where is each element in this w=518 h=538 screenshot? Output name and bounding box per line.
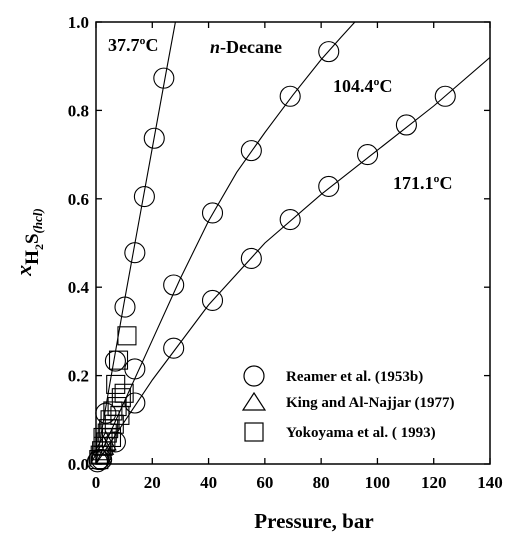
svg-text:xH2S(hcl): xH2S(hcl) <box>11 208 46 277</box>
y-tick-label: 0.8 <box>68 101 89 120</box>
data-point-square <box>101 427 122 448</box>
data-point-circle <box>240 247 262 270</box>
data-point-square <box>108 350 129 370</box>
data-point-circle <box>124 392 146 414</box>
legend-square-marker <box>244 422 264 442</box>
data-point-square <box>111 388 131 408</box>
data-point-circle <box>318 175 340 197</box>
data-point-square <box>114 383 134 403</box>
curve-label-104: 104.4ºC <box>333 76 392 96</box>
ticks: 0 20 40 60 80 100 120 140 0.0 0.2 0.4 0.6 0.8 1.0 <box>68 13 503 492</box>
axes <box>95 21 491 465</box>
x-axis-title: Pressure, bar <box>254 509 373 533</box>
fit-curve-2 <box>96 22 356 464</box>
x-tick-label: 140 <box>477 473 503 492</box>
legend-label-yokoyama: Yokoyama et al. ( 1993) <box>286 425 436 441</box>
data-point-triangle <box>94 430 117 451</box>
data-point-circle <box>279 85 301 107</box>
legend-label-king: King and Al-Najjar (1977) <box>286 395 454 411</box>
data-markers <box>86 41 456 473</box>
data-point-circle <box>163 274 185 296</box>
fit-curve-3 <box>96 56 490 464</box>
curve-label-37: 37.7ºC <box>108 35 158 55</box>
data-point-circle <box>201 202 224 224</box>
data-point-circle <box>124 242 146 264</box>
data-point-circle <box>163 337 185 359</box>
x-tick-label: 60 <box>256 473 273 492</box>
data-point-square <box>103 401 123 421</box>
data-point-circle <box>153 67 175 89</box>
legend-triangle-marker <box>241 391 267 411</box>
fit-curve-1 <box>96 22 176 464</box>
y-tick-label: 1.0 <box>68 13 89 32</box>
y-axis-phase: (hcl) <box>30 208 45 233</box>
data-point-square <box>117 326 137 346</box>
curve-label-171: 171.1ºC <box>393 173 452 193</box>
annotation-n-decane: n-Decane <box>210 37 282 57</box>
data-point-circle <box>201 289 224 312</box>
y-axis-species: H <box>22 250 43 265</box>
plot-frame <box>95 21 491 465</box>
legend-circle-marker <box>243 365 265 387</box>
y-axis-var: x <box>11 265 36 277</box>
y-axis-sub: 2 <box>32 244 46 250</box>
y-axis-title: xH2S(hcl) <box>11 208 46 277</box>
data-point-circle <box>143 127 165 149</box>
data-point-circle <box>133 186 155 208</box>
x-tick-label: 100 <box>365 473 391 492</box>
x-tick-label: 20 <box>144 473 161 492</box>
y-tick-label: 0.0 <box>68 455 89 474</box>
x-tick-label: 40 <box>200 473 217 492</box>
data-point-circle <box>395 114 417 136</box>
data-point-circle <box>434 85 456 107</box>
y-tick-label: 0.6 <box>68 190 89 209</box>
data-point-circle <box>114 296 136 318</box>
x-tick-label: 0 <box>92 473 101 492</box>
y-axis-tail: S <box>22 233 43 244</box>
y-tick-label: 0.2 <box>68 367 89 386</box>
data-point-circle <box>279 209 301 231</box>
x-tick-label: 80 <box>313 473 330 492</box>
x-tick-label: 120 <box>421 473 447 492</box>
legend-label-reamer: Reamer et al. (1953b) <box>286 369 423 385</box>
data-point-circle <box>240 140 262 162</box>
data-point-circle <box>357 144 379 166</box>
fit-curves <box>96 22 490 464</box>
legend: Reamer et al. (1953b) King and Al-Najjar… <box>241 365 454 442</box>
data-point-circle <box>318 41 340 63</box>
y-tick-label: 0.4 <box>68 278 90 297</box>
